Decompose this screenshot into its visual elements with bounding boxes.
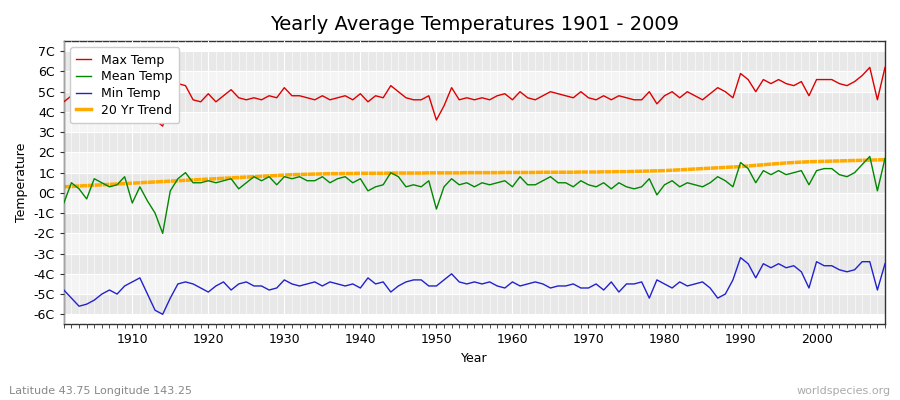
- 20 Yr Trend: [120, 181, 130, 186]
- Line: Min Temp: Min Temp: [64, 258, 885, 314]
- Bar: [64, 294, 885, 314]
- 20 Yr Trend: [879, 157, 890, 162]
- Max Temp: [515, 89, 526, 94]
- Title: Yearly Average Temperatures 1901 - 2009: Yearly Average Temperatures 1901 - 2009: [270, 15, 679, 34]
- Bar: [64, 213, 885, 233]
- Mean Temp: [294, 174, 305, 179]
- 20 Yr Trend: [58, 184, 69, 189]
- 20 Yr Trend: [500, 170, 510, 175]
- 20 Yr Trend: [332, 171, 343, 176]
- Min Temp: [507, 280, 517, 284]
- 20 Yr Trend: [286, 172, 297, 177]
- Bar: [64, 233, 885, 254]
- Min Temp: [294, 284, 305, 288]
- Max Temp: [158, 124, 168, 128]
- Bar: [64, 112, 885, 132]
- Y-axis label: Temperature: Temperature: [15, 143, 28, 222]
- Line: Max Temp: Max Temp: [64, 68, 885, 126]
- Mean Temp: [120, 174, 130, 179]
- Bar: [64, 193, 885, 213]
- Bar: [64, 274, 885, 294]
- Bar: [64, 51, 885, 72]
- X-axis label: Year: Year: [461, 352, 488, 365]
- Line: 20 Yr Trend: 20 Yr Trend: [64, 160, 885, 187]
- Min Temp: [735, 255, 746, 260]
- 20 Yr Trend: [598, 170, 609, 174]
- Max Temp: [507, 97, 517, 102]
- Mean Temp: [864, 154, 875, 159]
- Min Temp: [340, 284, 351, 288]
- Line: Mean Temp: Mean Temp: [64, 156, 885, 233]
- Mean Temp: [515, 174, 526, 179]
- Legend: Max Temp, Mean Temp, Min Temp, 20 Yr Trend: Max Temp, Mean Temp, Min Temp, 20 Yr Tre…: [70, 47, 179, 123]
- Mean Temp: [507, 184, 517, 189]
- Bar: [64, 152, 885, 173]
- Text: worldspecies.org: worldspecies.org: [796, 386, 891, 396]
- Min Temp: [606, 280, 616, 284]
- Bar: [64, 92, 885, 112]
- Min Temp: [120, 284, 130, 288]
- Max Temp: [294, 93, 305, 98]
- 20 Yr Trend: [507, 170, 517, 175]
- Text: Latitude 43.75 Longitude 143.25: Latitude 43.75 Longitude 143.25: [9, 386, 192, 396]
- Bar: [64, 173, 885, 193]
- Min Temp: [515, 284, 526, 288]
- Mean Temp: [58, 201, 69, 206]
- Mean Temp: [158, 231, 168, 236]
- Mean Temp: [340, 174, 351, 179]
- Max Temp: [58, 100, 69, 104]
- Min Temp: [158, 312, 168, 317]
- Bar: [64, 132, 885, 152]
- Max Temp: [879, 65, 890, 70]
- Max Temp: [864, 65, 875, 70]
- Min Temp: [879, 261, 890, 266]
- Max Temp: [120, 95, 130, 100]
- Bar: [64, 254, 885, 274]
- Mean Temp: [606, 186, 616, 191]
- Mean Temp: [879, 156, 890, 161]
- Max Temp: [340, 93, 351, 98]
- Max Temp: [606, 97, 616, 102]
- Min Temp: [58, 288, 69, 292]
- Bar: [64, 72, 885, 92]
